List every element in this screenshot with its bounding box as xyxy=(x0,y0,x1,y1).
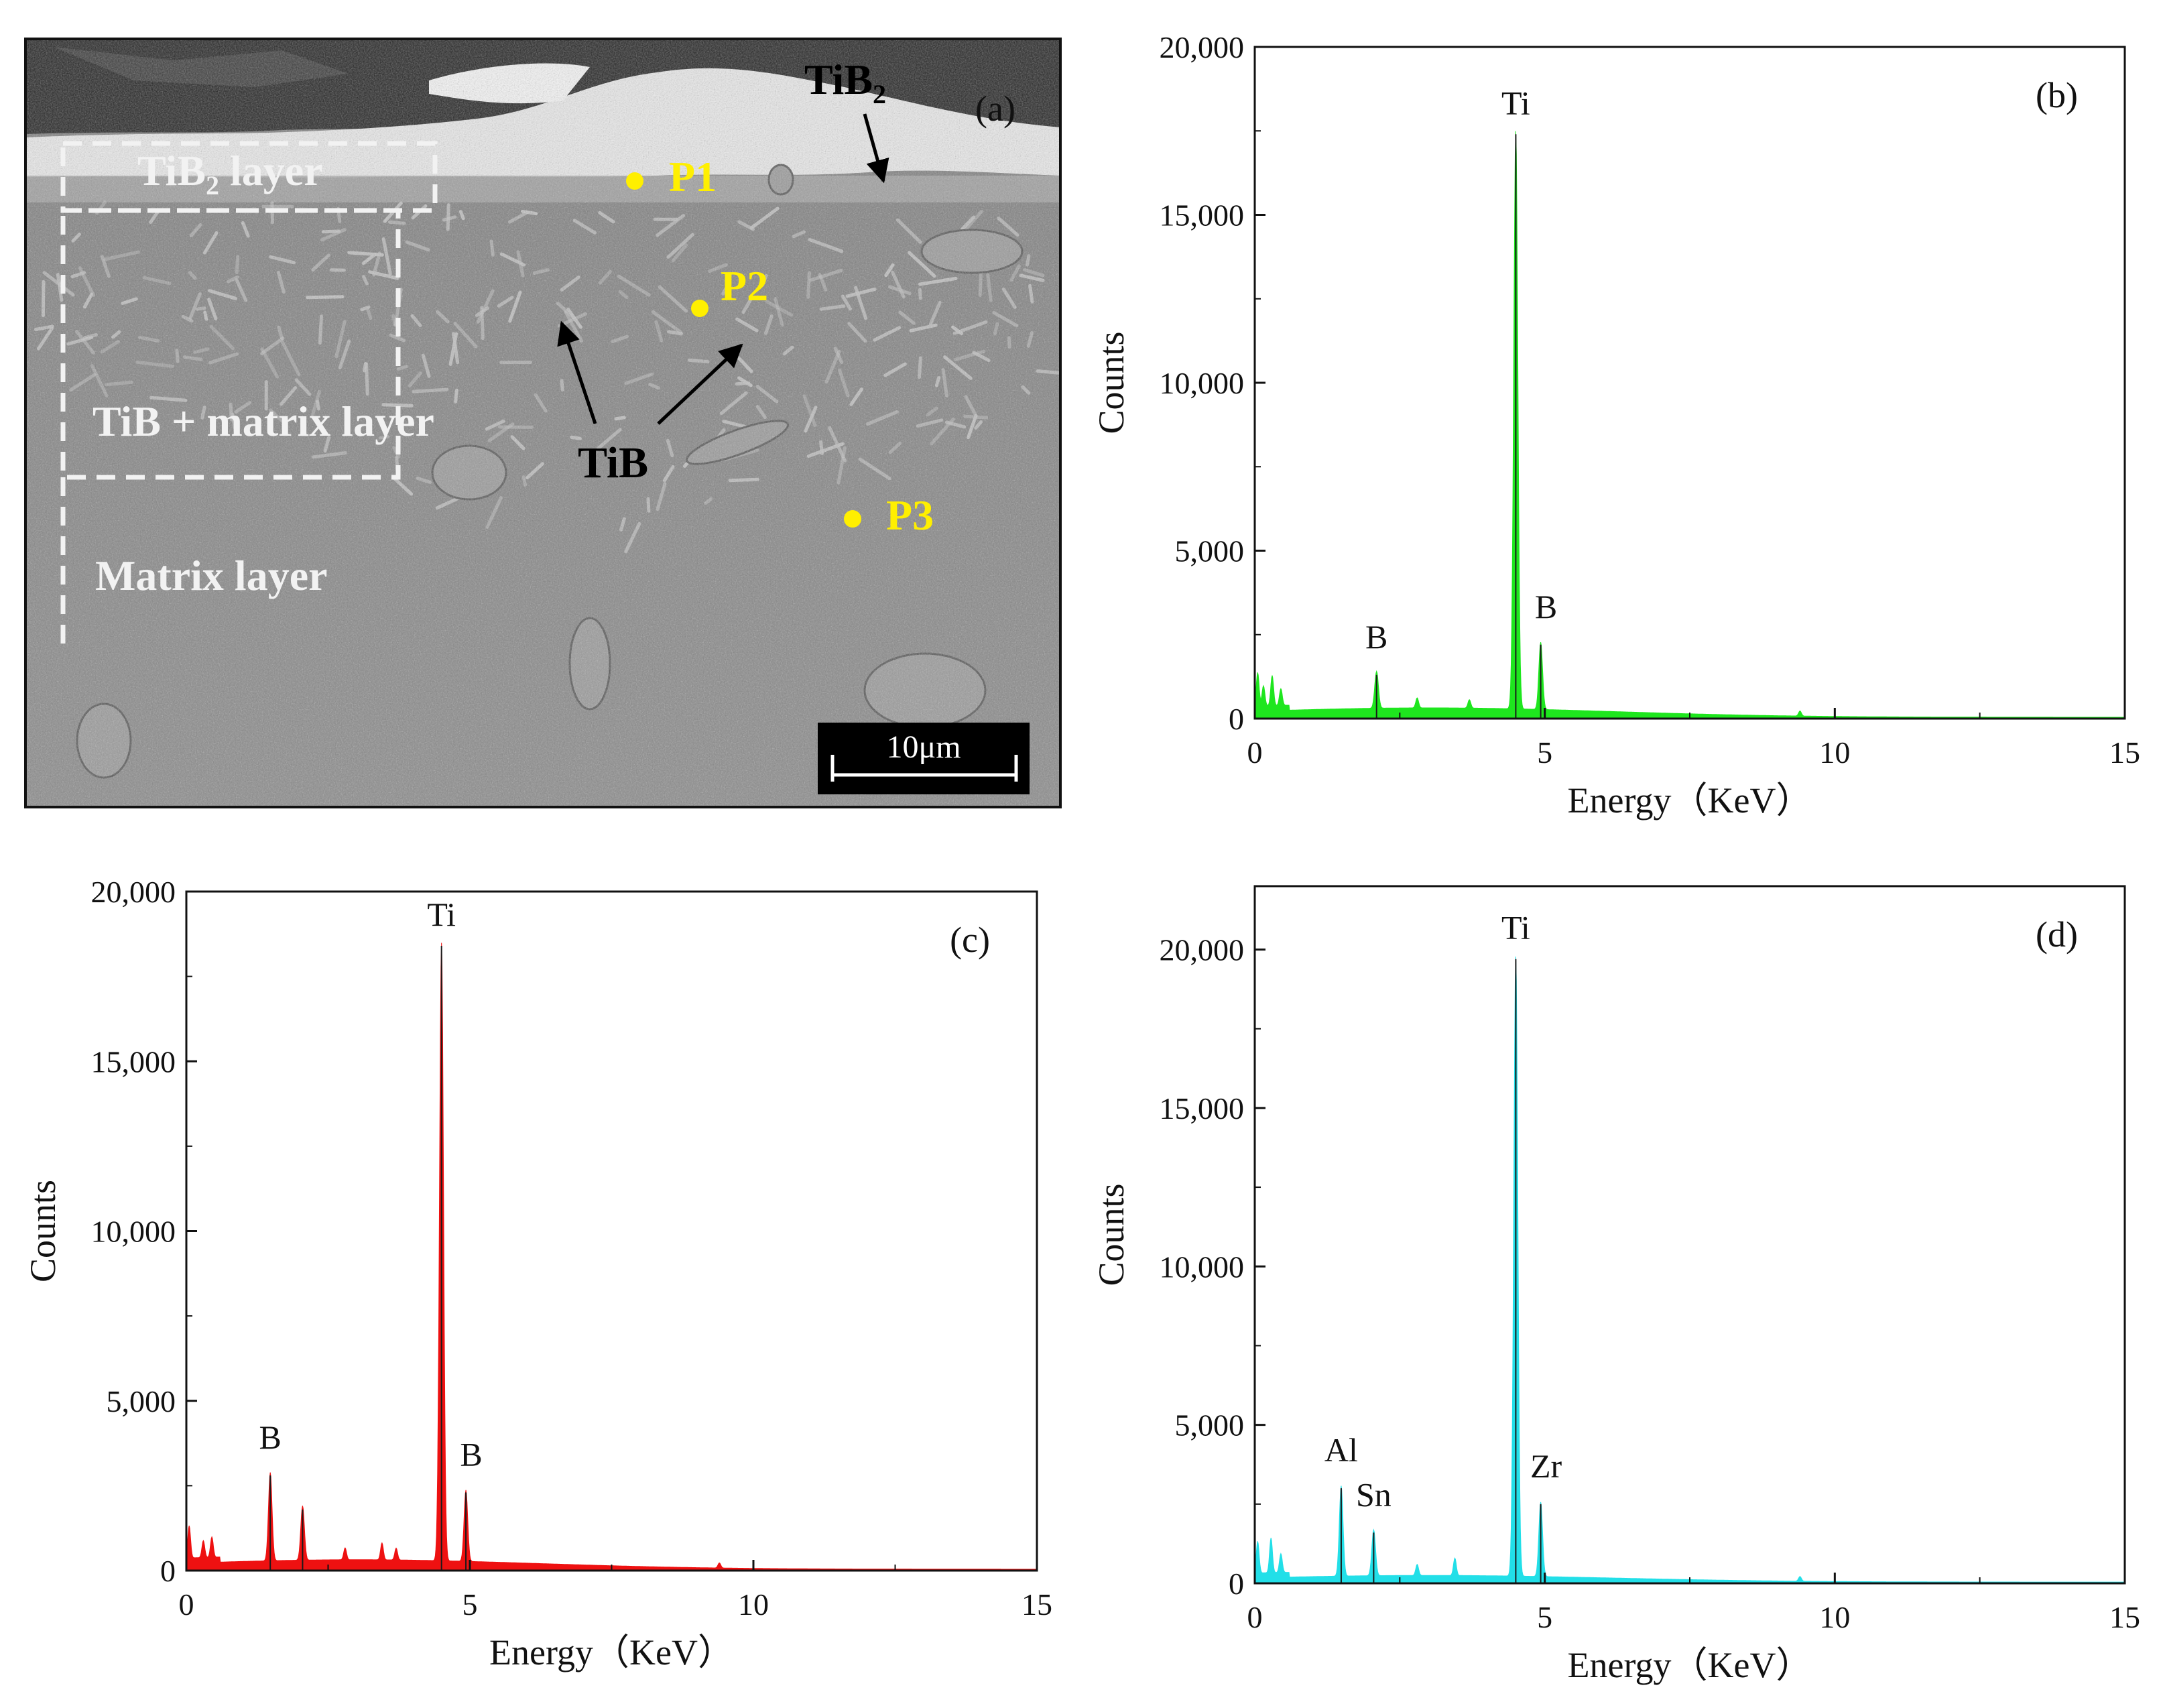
point-p3-marker xyxy=(844,510,861,528)
x-tick-label: 0 xyxy=(1247,1600,1263,1634)
y-tick-label: 5,000 xyxy=(107,1384,176,1418)
y-tick-label: 15,000 xyxy=(1160,1091,1245,1125)
x-tick-label: 5 xyxy=(1537,1600,1552,1634)
y-tick-label: 20,000 xyxy=(91,875,176,909)
x-tick-label: 5 xyxy=(462,1587,478,1622)
x-tick-label: 10 xyxy=(1819,1600,1850,1634)
layer-outlines xyxy=(60,141,438,647)
scale-bar-label: 10μm xyxy=(886,729,961,765)
x-tick-label: 15 xyxy=(2109,735,2140,770)
panel-label: (b) xyxy=(2036,75,2078,115)
y-tick-label: 15,000 xyxy=(91,1044,176,1079)
x-tick-label: 10 xyxy=(1819,735,1850,770)
y-tick-label: 10,000 xyxy=(91,1215,176,1249)
peak-label: Ti xyxy=(1501,909,1530,947)
sem-micrograph: TiB2 layer TiB + matrix layer Matrix lay… xyxy=(25,39,1060,807)
y-tick-label: 20,000 xyxy=(1160,30,1245,64)
y-tick-label: 0 xyxy=(160,1554,176,1588)
peak-label: B xyxy=(259,1418,282,1456)
x-tick-label: 15 xyxy=(1022,1587,1052,1622)
y-axis-title: Counts xyxy=(23,1180,63,1282)
sem-frame xyxy=(24,38,1062,808)
matrix-layer-label: Matrix layer xyxy=(95,552,328,599)
y-axis-title: Counts xyxy=(1091,331,1131,434)
tib-arrow-left xyxy=(557,320,597,424)
scale-bar-box xyxy=(818,723,1030,794)
tib2-arrow xyxy=(863,113,889,184)
y-tick-label: 10,000 xyxy=(1160,1249,1245,1284)
point-p2-label: P2 xyxy=(721,262,768,310)
y-tick-label: 15,000 xyxy=(1160,198,1245,233)
peak-label: Al xyxy=(1324,1431,1358,1469)
spectrum-series xyxy=(186,942,1038,1571)
y-axis-title: Counts xyxy=(1091,1183,1131,1286)
eds-chart-b: 0 5 10 15 0 5,000 10,000 15,000 20,000 Energy（KeV… xyxy=(1091,30,2140,820)
plot-frame xyxy=(185,890,1038,1572)
point-p2-marker xyxy=(691,300,708,317)
x-axis-title: Energy（KeV） xyxy=(489,1632,734,1672)
x-axis-title: Energy（KeV） xyxy=(1568,1645,1812,1685)
tib-arrow-right xyxy=(657,343,743,425)
x-axis-title: Energy（KeV） xyxy=(1568,780,1812,820)
peak-label: B xyxy=(1535,588,1557,625)
x-tick-label: 0 xyxy=(179,1587,194,1622)
point-p3-label: P3 xyxy=(886,491,934,539)
y-tick-label: 10,000 xyxy=(1160,366,1245,400)
eds-chart-d: 0 5 10 15 0 5,000 10,000 15,000 20,000 Energy（KeV… xyxy=(1091,885,2140,1685)
x-tick-label: 10 xyxy=(738,1587,769,1622)
eds-chart-c: 0 5 10 15 0 5,000 10,000 15,000 20,000 Energy（KeV… xyxy=(23,875,1052,1672)
panel-label-a: (a) xyxy=(975,88,1015,129)
tib2-layer-label: TiB2 layer xyxy=(137,147,323,200)
tib-matrix-layer-box xyxy=(60,208,401,480)
y-tick-label: 0 xyxy=(1229,702,1244,736)
peak-label: Zr xyxy=(1530,1447,1562,1485)
peak-label: Ti xyxy=(427,896,456,933)
x-tick-label: 15 xyxy=(2109,1600,2140,1634)
y-tick-label: 5,000 xyxy=(1175,534,1245,568)
tib-matrix-layer-label: TiB + matrix layer xyxy=(92,398,434,445)
peak-label: B xyxy=(460,1436,482,1473)
panel-label: (d) xyxy=(2036,914,2078,955)
y-tick-label: 20,000 xyxy=(1160,933,1245,967)
point-p1-label: P1 xyxy=(669,153,717,200)
peak-label: Ti xyxy=(1501,84,1530,121)
point-p1-marker xyxy=(626,172,643,190)
peak-label: Sn xyxy=(1356,1475,1392,1513)
panel-label: (c) xyxy=(950,920,990,960)
tib-label: TiB xyxy=(578,438,648,487)
x-tick-label: 5 xyxy=(1537,735,1552,770)
y-tick-label: 0 xyxy=(1229,1567,1244,1601)
peak-label: B xyxy=(1365,618,1387,656)
x-tick-label: 0 xyxy=(1247,735,1263,770)
y-tick-label: 5,000 xyxy=(1175,1408,1245,1443)
tib2-top-label: TiB2 xyxy=(804,56,886,109)
